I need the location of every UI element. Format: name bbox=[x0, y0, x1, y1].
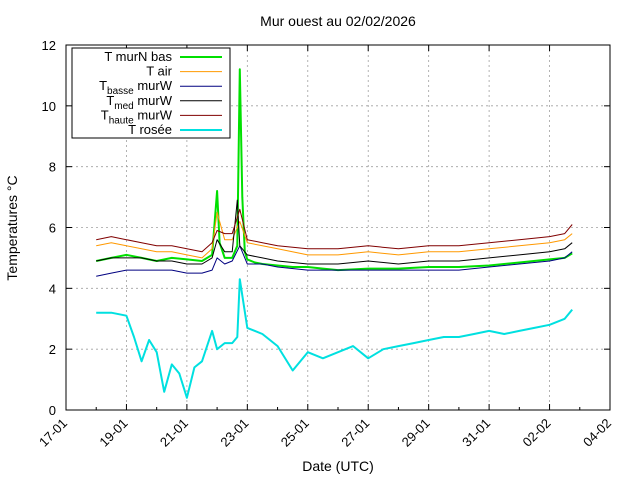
series-line-1 bbox=[95, 68, 573, 272]
y-tick-label: 6 bbox=[49, 221, 56, 236]
chart-title: Mur ouest au 02/02/2026 bbox=[260, 13, 416, 29]
legend-label: T murN bas bbox=[104, 49, 172, 64]
y-tick-label: 12 bbox=[42, 38, 56, 53]
y-tick-label: 0 bbox=[49, 403, 56, 418]
legend-label: T rosée bbox=[128, 122, 172, 137]
series-line-5 bbox=[96, 208, 573, 253]
series-line-4 bbox=[96, 199, 573, 265]
legend-label: Tbasse murW bbox=[99, 78, 173, 97]
legend-label: T air bbox=[146, 64, 172, 79]
legend-box bbox=[71, 47, 231, 139]
series-line-6 bbox=[96, 278, 573, 399]
legend-label: Thaute murW bbox=[101, 107, 173, 126]
series-line-3 bbox=[96, 245, 573, 277]
y-tick-label: 4 bbox=[49, 281, 56, 296]
y-tick-label: 2 bbox=[49, 342, 56, 357]
y-axis-label: Temperatures °C bbox=[4, 175, 20, 280]
x-axis-label: Date (UTC) bbox=[302, 458, 374, 474]
y-tick-label: 8 bbox=[49, 160, 56, 175]
legend-label: Tmed murW bbox=[106, 93, 172, 112]
y-tick-label: 10 bbox=[42, 99, 56, 114]
series-line-2 bbox=[96, 211, 573, 259]
series-layer bbox=[95, 68, 573, 399]
